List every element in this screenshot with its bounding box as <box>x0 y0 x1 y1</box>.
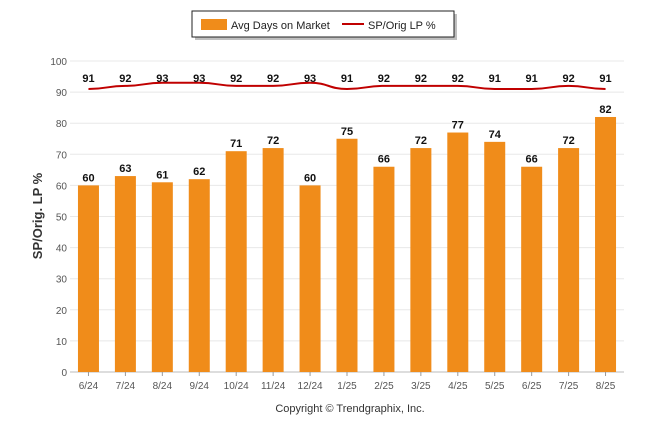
bar <box>225 151 247 372</box>
y-tick-label: 100 <box>50 57 67 68</box>
x-tick-label: 9/24 <box>190 381 210 392</box>
y-tick-label: 90 <box>56 88 68 99</box>
bar-value-label: 66 <box>378 154 390 166</box>
line-value-label: 92 <box>452 73 464 85</box>
x-tick-label: 4/25 <box>448 381 468 392</box>
bar <box>262 148 284 372</box>
bar <box>336 138 358 372</box>
line-series <box>88 81 606 90</box>
bar <box>373 166 395 372</box>
bar-value-label: 72 <box>562 135 574 147</box>
line-value-label: 92 <box>230 73 242 85</box>
bar-value-label: 62 <box>193 166 205 178</box>
bar-value-label: 61 <box>156 169 168 181</box>
bar-value-label: 77 <box>452 120 464 132</box>
bar-value-label: 75 <box>341 126 353 138</box>
line-value-label: 91 <box>526 73 538 85</box>
y-tick-label: 0 <box>61 368 67 379</box>
bar-value-label: 63 <box>119 163 131 175</box>
line-path <box>88 81 606 90</box>
bar <box>299 185 321 372</box>
bar <box>484 141 506 372</box>
bar-value-label: 71 <box>230 138 242 150</box>
y-tick-label: 20 <box>56 306 68 317</box>
y-tick-label: 80 <box>56 119 68 130</box>
line-value-label: 92 <box>378 73 390 85</box>
x-tick-label: 2/25 <box>374 381 394 392</box>
y-tick-label: 40 <box>56 244 68 255</box>
y-tick-label: 30 <box>56 275 68 286</box>
legend-box <box>191 10 455 38</box>
legend: Avg Days on Market SP/Orig LP % <box>191 10 457 40</box>
line-value-label: 92 <box>415 73 427 85</box>
y-tick-label: 70 <box>56 150 68 161</box>
legend-line-label: SP/Orig LP % <box>368 20 436 32</box>
line-value-label: 91 <box>489 73 501 85</box>
bar-value-label: 60 <box>82 172 94 184</box>
data-labels: 60 63 61 62 71 72 60 75 66 72 77 74 66 72 82 91 92 93 93 92… <box>82 73 611 184</box>
x-tick-label: 6/25 <box>522 381 542 392</box>
bar-value-label: 82 <box>599 104 611 116</box>
bar-value-label: 60 <box>304 172 316 184</box>
legend-bar-swatch <box>201 19 227 30</box>
line-value-label: 92 <box>562 73 574 85</box>
x-tick-label: 8/24 <box>153 381 173 392</box>
line-value-label: 93 <box>193 73 205 85</box>
bar <box>114 176 136 372</box>
bar <box>188 179 210 372</box>
y-tick-label: 50 <box>56 213 68 224</box>
bar <box>447 132 469 372</box>
bar-value-label: 74 <box>489 129 502 141</box>
line-value-label: 93 <box>304 73 316 85</box>
line-value-label: 92 <box>119 73 131 85</box>
bar <box>558 148 580 372</box>
line-value-label: 91 <box>341 73 353 85</box>
x-tick-label: 6/24 <box>79 381 99 392</box>
bars <box>77 116 617 372</box>
x-tick-label: 3/25 <box>411 381 431 392</box>
x-tick-label: 8/25 <box>596 381 616 392</box>
bar-value-label: 66 <box>526 154 538 166</box>
bar <box>595 116 617 372</box>
line-value-label: 93 <box>156 73 168 85</box>
line-value-label: 91 <box>599 73 611 85</box>
copyright: Copyright © Trendgraphix, Inc. <box>275 403 424 415</box>
bar-value-label: 72 <box>415 135 427 147</box>
x-tick-label: 12/24 <box>298 381 323 392</box>
line-value-label: 92 <box>267 73 279 85</box>
axes: 0 10 20 30 40 50 60 70 80 90 100 6/24 7/24 8/24 9/24 10… <box>50 57 615 392</box>
x-tick-label: 10/24 <box>224 381 249 392</box>
bar <box>77 185 99 372</box>
y-tick-label: 10 <box>56 337 68 348</box>
bar <box>151 182 173 372</box>
x-tick-label: 11/24 <box>261 381 286 392</box>
x-tick-label: 5/25 <box>485 381 505 392</box>
line-value-label: 91 <box>82 73 94 85</box>
y-axis-title: SP/Orig. LP % <box>30 172 45 259</box>
x-tick-label: 7/24 <box>116 381 136 392</box>
legend-bar-label: Avg Days on Market <box>231 20 330 32</box>
bar-value-label: 72 <box>267 135 279 147</box>
bar <box>410 148 432 372</box>
y-tick-label: 60 <box>56 181 68 192</box>
x-tick-label: 7/25 <box>559 381 579 392</box>
bar <box>521 166 543 372</box>
x-tick-label: 1/25 <box>337 381 357 392</box>
